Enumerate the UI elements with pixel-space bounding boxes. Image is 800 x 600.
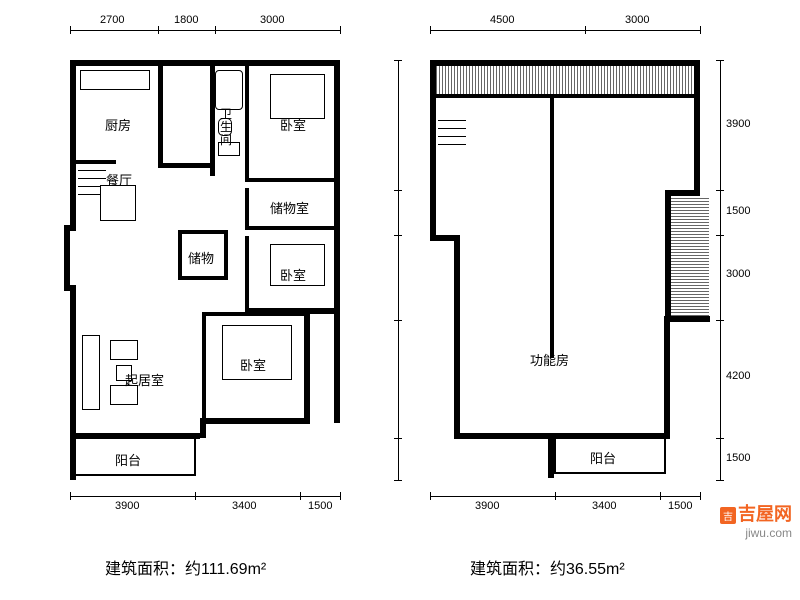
dim-top-right-0: 4500 xyxy=(490,14,514,26)
floorplan-container: 2700 1800 3000 4500 3000 xyxy=(0,0,800,600)
dim-tick xyxy=(700,492,701,500)
label-storage2: 储物 xyxy=(188,248,214,267)
dim-right-1: 1500 xyxy=(726,205,750,217)
label-dining: 餐厅 xyxy=(106,170,132,189)
watermark-url: jiwu.com xyxy=(720,526,792,540)
terrace-hatch-top xyxy=(436,66,694,94)
dim-line-top-right xyxy=(430,30,700,31)
dim-tick xyxy=(716,235,724,236)
dim-tick xyxy=(70,26,71,34)
dim-bottom-left-1: 3400 xyxy=(232,500,256,512)
dim-right-0: 3900 xyxy=(726,118,750,130)
dim-right-2: 3000 xyxy=(726,268,750,280)
dim-tick xyxy=(300,492,301,500)
dim-top-right-1: 3000 xyxy=(625,14,649,26)
dim-top-left-1: 1800 xyxy=(174,14,198,26)
dim-tick xyxy=(340,26,341,34)
dim-bottom-left-0: 3900 xyxy=(115,500,139,512)
dim-tick xyxy=(70,492,71,500)
dim-tick xyxy=(700,26,701,34)
label-living: 起居室 xyxy=(125,370,164,389)
area-label-left: 建筑面积：约111.69m² xyxy=(105,555,266,579)
label-bedroom1: 卧室 xyxy=(280,115,306,134)
label-balcony-r: 阳台 xyxy=(590,448,616,467)
dim-tick xyxy=(430,492,431,500)
dim-tick xyxy=(394,60,402,61)
right-floorplan: 功能房 阳台 xyxy=(430,60,700,480)
dim-line-right xyxy=(720,60,721,480)
dim-bottom-right-0: 3900 xyxy=(475,500,499,512)
dim-tick xyxy=(585,26,586,34)
dim-tick xyxy=(394,320,402,321)
dim-line-top-left xyxy=(70,30,340,31)
label-balcony-l: 阳台 xyxy=(115,450,141,469)
dim-tick xyxy=(430,26,431,34)
label-bathroom: 卫生间 xyxy=(220,108,232,148)
dim-tick xyxy=(195,492,196,500)
dim-tick xyxy=(394,438,402,439)
dim-tick xyxy=(716,60,724,61)
watermark: 吉吉屋网 jiwu.com xyxy=(720,500,792,540)
dim-tick xyxy=(215,26,216,34)
label-kitchen: 厨房 xyxy=(105,115,131,134)
dim-top-left-2: 3000 xyxy=(260,14,284,26)
dim-bottom-right-2: 1500 xyxy=(668,500,692,512)
dim-tick xyxy=(555,492,556,500)
terrace-hatch-right xyxy=(671,196,709,316)
label-storage1: 储物室 xyxy=(270,198,309,217)
dim-tick xyxy=(394,235,402,236)
dim-tick xyxy=(716,320,724,321)
dim-right-4: 1500 xyxy=(726,452,750,464)
label-bedroom2: 卧室 xyxy=(280,265,306,284)
dim-tick xyxy=(394,480,402,481)
watermark-tag: 吉 xyxy=(720,507,736,524)
dim-bottom-right-1: 3400 xyxy=(592,500,616,512)
dim-tick xyxy=(660,492,661,500)
watermark-brand: 吉屋网 xyxy=(738,504,792,524)
dim-top-left-0: 2700 xyxy=(100,14,124,26)
area-label-right: 建筑面积：约36.55m² xyxy=(470,555,625,579)
dim-tick xyxy=(716,190,724,191)
dim-bottom-left-2: 1500 xyxy=(308,500,332,512)
label-bedroom3: 卧室 xyxy=(240,355,266,374)
left-floorplan: 厨房 餐厅 卫生间 卧室 储物室 储物 卧室 卧室 起居室 阳台 xyxy=(70,60,340,480)
dim-line-mid xyxy=(398,60,399,480)
dim-tick xyxy=(716,480,724,481)
dim-tick xyxy=(716,438,724,439)
dim-right-3: 4200 xyxy=(726,370,750,382)
dim-tick xyxy=(158,26,159,34)
dim-tick xyxy=(394,190,402,191)
dim-tick xyxy=(340,492,341,500)
label-function-room: 功能房 xyxy=(530,350,569,369)
